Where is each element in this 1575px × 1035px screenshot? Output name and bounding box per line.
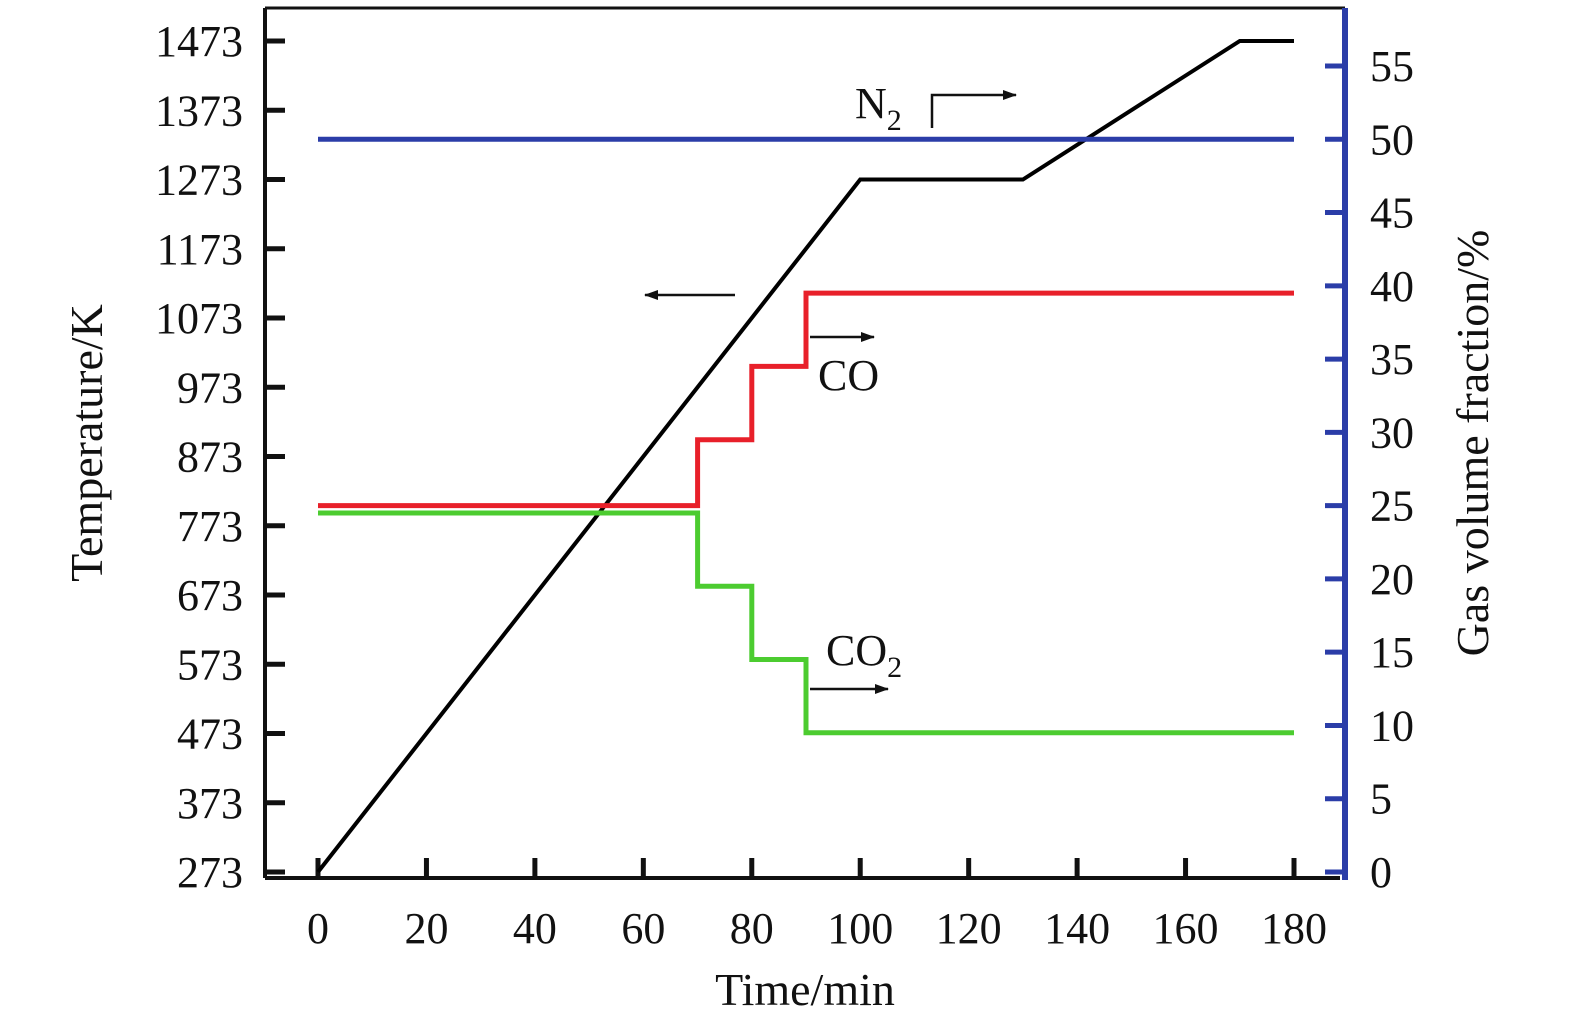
right-tick-label: 35 [1370,335,1414,384]
left-tick-label: 573 [177,640,243,689]
n2-label-main: N [855,79,887,128]
co2-annotation: CO2 [810,626,902,694]
co2-label: CO2 [826,626,902,684]
x-axis-title: Time/min [715,964,895,1015]
n2-annotation: N2 [855,79,1017,137]
x-tick-label: 160 [1153,904,1219,953]
axis-titles: Time/min Temperature/K Gas volume fracti… [61,230,1498,1015]
left-tick-label: 973 [177,363,243,412]
x-tick-label: 120 [936,904,1002,953]
n2-label: N2 [855,79,902,137]
x-tick-label: 80 [730,904,774,953]
right-tick-label: 50 [1370,115,1414,164]
x-tick-label: 40 [513,904,557,953]
right-tick-label: 40 [1370,262,1414,311]
ticks: 0 20 40 60 80 100 120 140 160 1802733734735736737… [155,17,1414,953]
left-tick-label: 473 [177,710,243,759]
co-series-line [318,290,1294,509]
temperature-series-line [316,39,1294,874]
right-axis-title: Gas volume fraction/% [1447,230,1498,657]
right-tick-label: 45 [1370,189,1414,238]
x-tick-label: 100 [827,904,893,953]
left-tick-label: 673 [177,571,243,620]
co2-label-sub: 2 [887,651,902,684]
left-tick-label: 1273 [155,156,243,205]
annotations: N2 CO CO2 [644,79,1017,694]
co-label: CO [818,351,879,400]
x-tick-label: 140 [1044,904,1110,953]
left-tick-label: 373 [177,779,243,828]
right-tick-label: 15 [1370,628,1414,677]
x-tick-label: 60 [621,904,665,953]
n2-label-sub: 2 [887,104,902,137]
x-tick-label: 0 [307,904,329,953]
left-tick-label: 1473 [155,17,243,66]
x-tick-label: 20 [404,904,448,953]
left-tick-label: 273 [177,848,243,897]
series [316,39,1294,874]
co2-label-main: CO [826,626,887,675]
left-tick-label: 1173 [157,225,243,274]
co-label-main: CO [818,351,879,400]
right-tick-label: 5 [1370,775,1392,824]
right-tick-label: 55 [1370,42,1414,91]
n2-arrow [930,90,1017,128]
right-tick-label: 30 [1370,408,1414,457]
left-tick-label: 1073 [155,294,243,343]
right-tick-label: 20 [1370,555,1414,604]
left-tick-label: 873 [177,433,243,482]
right-tick-label: 0 [1370,848,1392,897]
co-annotation: CO [810,332,879,400]
left-axis-title: Temperature/K [61,304,112,582]
left-tick-label: 773 [177,502,243,551]
right-tick-label: 25 [1370,482,1414,531]
co2-series-line [318,510,1294,736]
left-tick-label: 1373 [155,86,243,135]
x-tick-label: 180 [1261,904,1327,953]
right-tick-label: 10 [1370,701,1414,750]
